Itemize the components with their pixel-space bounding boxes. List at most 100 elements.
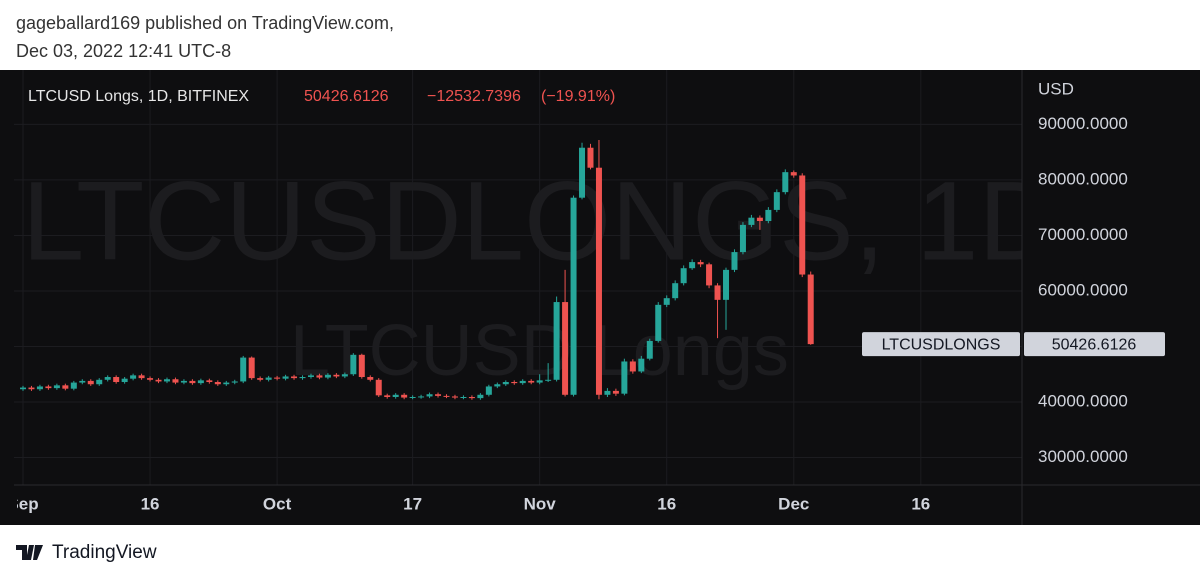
x-tick-label: 16: [141, 494, 160, 513]
candle-body: [562, 302, 569, 395]
symbol-label: LTCUSDLONGS: [882, 336, 1001, 353]
candle-body: [655, 304, 662, 341]
candle-body: [595, 167, 602, 395]
candle-body: [180, 380, 187, 383]
candle-body: [307, 375, 314, 378]
time-axis: Sep 16 Oct 17 Nov 16 Dec 16: [17, 494, 930, 513]
candle-body: [477, 394, 484, 399]
candle-body: [782, 172, 789, 193]
last-price-marker: LTCUSDLONGS 50426.6126: [862, 332, 1165, 357]
candle-body: [206, 380, 213, 383]
candle-body: [231, 381, 238, 383]
last-price-label: 50426.6126: [1052, 336, 1137, 353]
candle-body: [104, 377, 111, 380]
candle-body: [663, 298, 670, 305]
candle-body: [553, 302, 560, 380]
candle-body: [96, 379, 103, 385]
symbol-label-background: [862, 332, 1020, 357]
legend: LTCUSD Longs, 1D, BITFINEX 50426.6126 −1…: [28, 88, 615, 105]
x-tick-label: 16: [911, 494, 930, 513]
candle-body: [121, 378, 128, 383]
candle-body: [748, 217, 755, 225]
candle-body: [612, 390, 619, 394]
candle-body: [680, 268, 687, 284]
candle-body: [392, 394, 399, 398]
candle-body: [706, 264, 713, 286]
candle-body: [248, 357, 255, 379]
candle-body: [70, 382, 77, 389]
candle-body: [189, 380, 196, 384]
candle-body: [324, 374, 331, 378]
candle-body: [579, 147, 586, 198]
candle-body: [807, 274, 814, 345]
candle-body: [494, 384, 501, 387]
x-tick-label: 17: [403, 494, 422, 513]
candle-body: [367, 377, 374, 380]
candle-body: [172, 379, 179, 383]
candle-body: [291, 376, 298, 379]
candle-body: [714, 285, 721, 300]
candle-body: [79, 380, 86, 383]
candle-body: [502, 382, 509, 385]
candle-body: [28, 387, 35, 390]
candle-body: [756, 217, 763, 222]
grid: [14, 70, 1022, 485]
candle-body: [587, 147, 594, 168]
candle-body: [621, 361, 628, 394]
y-tick-label: 70000.0000: [1038, 225, 1128, 244]
candle-body: [240, 357, 247, 382]
candle-body: [358, 354, 365, 378]
candle-body: [45, 386, 52, 389]
watermark-symbol: LTCUSDLONGS, 1D: [22, 159, 1059, 284]
candle-body: [130, 375, 137, 379]
candle-body: [435, 394, 442, 396]
candle-body: [138, 375, 145, 379]
publish-date: Dec 03, 2022 12:41 UTC-8: [16, 41, 231, 61]
candle-body: [113, 377, 120, 383]
candle-body: [316, 375, 323, 378]
candle-body: [536, 380, 543, 383]
candle-body: [731, 252, 738, 270]
legend-change: −12532.7396: [427, 88, 521, 105]
candle-body: [401, 394, 408, 398]
legend-change-percent: (−19.91%): [541, 88, 615, 105]
candle-body: [460, 397, 467, 399]
publisher-line: gageballard169 published on TradingView.…: [16, 13, 394, 33]
candle-body: [646, 340, 653, 359]
candles: [20, 139, 814, 400]
candle-body: [36, 386, 43, 390]
y-tick-label: 30000.0000: [1038, 447, 1128, 466]
x-tick-label: 16: [657, 494, 676, 513]
candle-body: [257, 378, 264, 380]
candle-body: [451, 396, 458, 398]
brand-name: TradingView: [52, 542, 157, 563]
candle-body: [604, 390, 611, 395]
candle-body: [341, 374, 348, 377]
candle-body: [570, 197, 577, 395]
y-tick-label: 60000.0000: [1038, 280, 1128, 299]
candle-body: [282, 376, 289, 379]
candle-body: [485, 386, 492, 395]
candle-body: [350, 354, 357, 375]
brand-logo: [16, 545, 43, 560]
x-tick-label: Oct: [263, 494, 292, 513]
currency-label: USD: [1038, 79, 1074, 98]
candle-body: [638, 358, 645, 372]
y-tick-label: 40000.0000: [1038, 391, 1128, 410]
candle-body: [672, 283, 679, 299]
y-tick-label: 80000.0000: [1038, 169, 1128, 188]
candle-body: [375, 379, 382, 396]
candle-body: [87, 380, 94, 385]
candle-body: [20, 387, 26, 390]
candle-body: [528, 380, 535, 383]
candle-body: [443, 395, 450, 397]
candle-body: [274, 377, 281, 379]
last-price-background: [1024, 332, 1165, 357]
candle-body: [155, 379, 162, 382]
y-tick-label: 90000.0000: [1038, 114, 1128, 133]
candle-body: [223, 382, 230, 385]
x-tick-label: Dec: [778, 494, 809, 513]
candle-body: [799, 175, 806, 275]
candle-body: [773, 192, 780, 210]
